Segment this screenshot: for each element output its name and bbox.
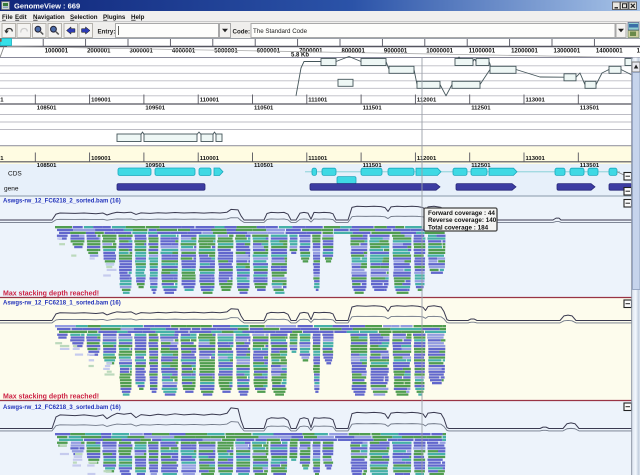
svg-text:112501: 112501 <box>471 106 491 112</box>
svg-text:108501: 108501 <box>37 163 57 169</box>
svg-text:File: File <box>2 14 13 21</box>
svg-text:3000001: 3000001 <box>130 49 154 55</box>
svg-text:108501: 108501 <box>37 106 57 112</box>
svg-text:109001: 109001 <box>91 156 111 162</box>
svg-text:111501: 111501 <box>363 163 383 169</box>
svg-text:113001: 113001 <box>526 98 546 104</box>
svg-text:13000001: 13000001 <box>554 49 581 55</box>
svg-text:Forward coverage : 44: Forward coverage : 44 <box>428 210 495 217</box>
svg-text:1000001: 1000001 <box>45 49 69 55</box>
svg-text:gene: gene <box>4 186 19 193</box>
svg-text:Edit: Edit <box>15 14 27 21</box>
svg-text:Total coverage : 184: Total coverage : 184 <box>428 224 489 231</box>
svg-text:112001: 112001 <box>417 98 437 104</box>
svg-text:GenomeView : 669: GenomeView : 669 <box>14 2 80 11</box>
svg-text:109501: 109501 <box>145 106 165 112</box>
svg-text:2000001: 2000001 <box>87 49 111 55</box>
svg-text:112501: 112501 <box>471 163 491 169</box>
svg-text:109501: 109501 <box>145 163 165 169</box>
svg-text:9000001: 9000001 <box>384 49 408 55</box>
svg-text:5000001: 5000001 <box>214 49 238 55</box>
svg-text:Max stacking depth reached!: Max stacking depth reached! <box>3 291 99 298</box>
svg-text:110001: 110001 <box>200 98 220 104</box>
svg-text:1: 1 <box>0 156 4 162</box>
svg-text:113501: 113501 <box>580 106 600 112</box>
svg-text:Code:: Code: <box>233 29 251 36</box>
svg-text:Aswgs-rw_12_FC6218_2_sorted.ba: Aswgs-rw_12_FC6218_2_sorted.bam (16) <box>3 199 121 205</box>
svg-text:Entry:: Entry: <box>98 29 116 36</box>
svg-text:1: 1 <box>0 98 4 104</box>
svg-text:Aswgs-rw_12_FC6218_3_sorted.ba: Aswgs-rw_12_FC6218_3_sorted.bam (16) <box>3 405 121 411</box>
svg-text:Aswgs-rw_12_FC6218_1_sorted.ba: Aswgs-rw_12_FC6218_1_sorted.bam (16) <box>3 301 121 307</box>
svg-text:CDS: CDS <box>8 171 22 178</box>
svg-text:111501: 111501 <box>363 106 383 112</box>
svg-text:Max stacking depth reached!: Max stacking depth reached! <box>3 394 99 401</box>
svg-text:110501: 110501 <box>254 163 274 169</box>
svg-text:Selection: Selection <box>70 14 98 21</box>
svg-text:12000001: 12000001 <box>511 49 538 55</box>
svg-text:113501: 113501 <box>580 163 600 169</box>
svg-text:110001: 110001 <box>200 156 220 162</box>
svg-text:10000001: 10000001 <box>426 49 453 55</box>
svg-text:Navigation: Navigation <box>33 14 65 21</box>
svg-text:111001: 111001 <box>308 156 328 162</box>
svg-text:The Standard Code: The Standard Code <box>253 28 308 35</box>
svg-text:8000001: 8000001 <box>342 49 366 55</box>
svg-text:1: 1 <box>637 49 640 55</box>
svg-text:Reverse coverage: 140: Reverse coverage: 140 <box>428 217 497 224</box>
svg-text:110501: 110501 <box>254 106 274 112</box>
svg-text:113001: 113001 <box>526 156 546 162</box>
svg-text:11000001: 11000001 <box>469 49 496 55</box>
svg-text:Help: Help <box>131 14 145 21</box>
svg-text:111001: 111001 <box>308 98 328 104</box>
svg-text:4000001: 4000001 <box>172 49 196 55</box>
svg-text:Plugins: Plugins <box>103 14 126 21</box>
svg-text:5.8 Kb: 5.8 Kb <box>291 52 309 58</box>
svg-text:14000001: 14000001 <box>596 49 623 55</box>
svg-text:109001: 109001 <box>91 98 111 104</box>
svg-text:112001: 112001 <box>417 156 437 162</box>
